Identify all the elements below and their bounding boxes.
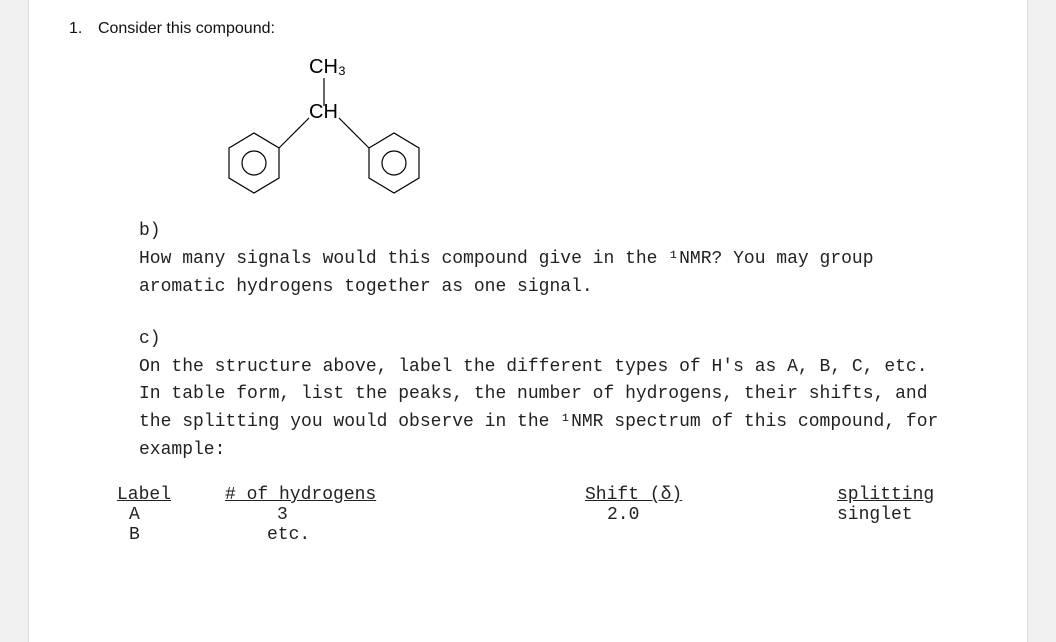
question-intro: Consider this compound: [98, 20, 275, 37]
question-number: 1. [69, 20, 82, 37]
example-table: Label # of hydrogens Shift (δ) splitting… [109, 485, 987, 545]
part-c: c) On the structure above, label the dif… [139, 326, 987, 465]
cell-numh: etc. [217, 525, 577, 545]
table-header-row: Label # of hydrogens Shift (δ) splitting [109, 485, 1009, 505]
part-b-label: b) [139, 218, 179, 246]
structure-svg: CH₃ CH [169, 38, 489, 208]
cell-numh: 3 [217, 505, 577, 525]
cell-shift [577, 525, 829, 545]
table-row: B etc. [109, 525, 1009, 545]
table-row: A 3 2.0 singlet [109, 505, 1009, 525]
nmr-table: Label # of hydrogens Shift (δ) splitting… [109, 485, 1009, 545]
ch-label: CH [309, 101, 338, 123]
cell-splitting: singlet [829, 505, 1009, 525]
ch3-label: CH₃ [309, 56, 346, 78]
cell-shift: 2.0 [577, 505, 829, 525]
col-shift: Shift (δ) [585, 485, 682, 505]
cell-splitting [829, 525, 1009, 545]
col-label: Label [117, 485, 171, 505]
chemical-structure: CH₃ CH [169, 38, 987, 208]
document-page: 1. Consider this compound: CH₃ CH [28, 0, 1028, 642]
question-header: 1. Consider this compound: [69, 20, 987, 38]
cell-label: A [109, 505, 217, 525]
col-splitting: splitting [837, 485, 934, 505]
col-num-h: # of hydrogens [225, 485, 376, 505]
part-b: b) How many signals would this compound … [139, 218, 987, 302]
part-b-text: How many signals would this compound giv… [139, 246, 959, 302]
cell-label: B [109, 525, 217, 545]
part-c-text: On the structure above, label the differ… [139, 354, 959, 466]
part-c-label: c) [139, 326, 179, 354]
